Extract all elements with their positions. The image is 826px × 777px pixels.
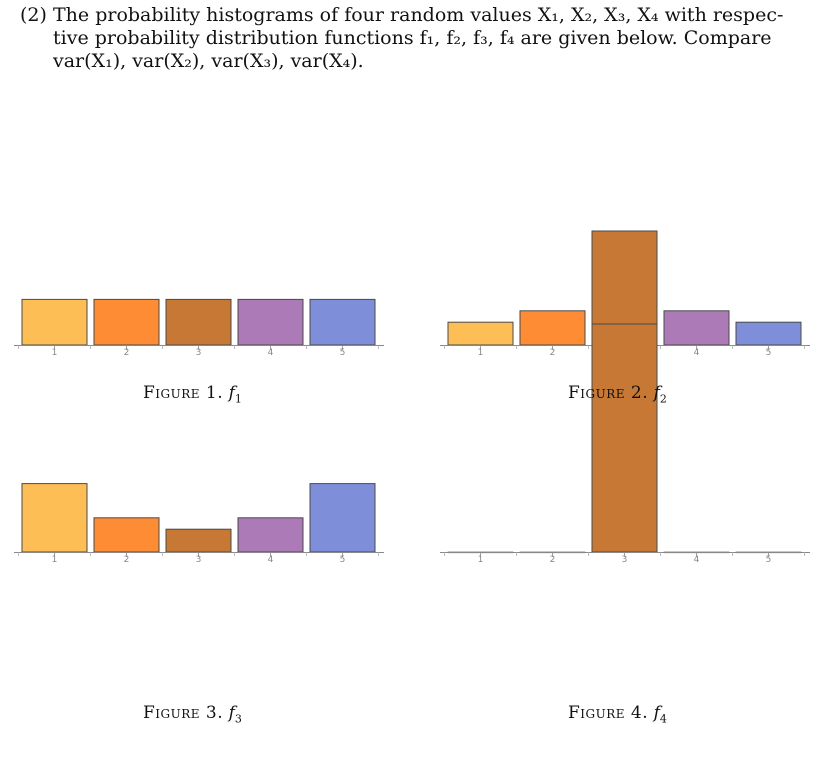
problem-line-3: var(X₁), var(X₂), var(X₃), var(X₄). — [53, 50, 364, 72]
figure-1-caption-sub: 1 — [234, 392, 242, 406]
histogram-svg: 1 2 3 4 5 — [440, 323, 810, 565]
histogram-bar-2 — [93, 298, 160, 346]
x-tick-label-5: 5 — [766, 348, 772, 358]
histogram-bar-4 — [237, 517, 304, 553]
histogram-svg: 1 2 3 4 5 — [14, 298, 384, 358]
x-tick-label-2: 2 — [550, 555, 556, 565]
histogram-bar-1 — [21, 298, 88, 346]
figure-2-caption-label: Figure 2. — [568, 383, 649, 403]
x-tick-label-1: 1 — [478, 348, 484, 358]
x-tick-label-5: 5 — [766, 555, 772, 565]
figure-2-caption-sub: 2 — [659, 392, 667, 406]
histogram-bar-1 — [447, 321, 514, 346]
problem-line-1: The probability histograms of four rando… — [53, 4, 784, 26]
histogram-bar-3 — [165, 528, 232, 553]
histogram-svg: 1 2 3 4 5 — [14, 483, 384, 565]
figure-4-caption: Figure 4. f4 — [568, 703, 667, 725]
x-tick-label-1: 1 — [52, 555, 58, 565]
x-tick-label-3: 3 — [196, 348, 202, 358]
figure-4-caption-sub: 4 — [659, 712, 667, 726]
histogram-bar-4 — [237, 298, 304, 346]
figure-3-caption: Figure 3. f3 — [143, 703, 242, 725]
histogram-bar-5 — [735, 321, 802, 346]
x-tick-label-2: 2 — [550, 348, 556, 358]
histogram-bar-2 — [93, 517, 160, 553]
figure-3-caption-label: Figure 3. — [143, 703, 224, 723]
figure-3-caption-func: f — [228, 703, 235, 723]
histogram-bar-4 — [663, 310, 730, 346]
x-tick-label-4: 4 — [694, 348, 700, 358]
problem-line-2: tive probability distribution functions … — [53, 27, 772, 49]
x-tick-label-5: 5 — [340, 348, 346, 358]
histogram-figure-3: 1 2 3 4 5 — [14, 437, 386, 572]
x-tick-label-4: 4 — [268, 555, 274, 565]
figure-4-caption-label: Figure 4. — [568, 703, 649, 723]
x-tick-label-4: 4 — [694, 555, 700, 565]
histogram-figure-4: 1 2 3 4 5 — [440, 323, 812, 572]
figure-2-caption-func: f — [653, 383, 660, 403]
histogram-bar-3 — [165, 298, 232, 346]
histogram-bar-5 — [309, 483, 376, 553]
histogram-figure-1: 1 2 3 4 5 — [14, 230, 386, 365]
figure-1-caption-label: Figure 1. — [143, 383, 224, 403]
x-tick-label-5: 5 — [340, 555, 346, 565]
x-tick-label-3: 3 — [196, 555, 202, 565]
histogram-bar-1 — [21, 483, 88, 553]
figure-4-caption-func: f — [653, 703, 660, 723]
figure-1-caption: Figure 1. f1 — [143, 383, 242, 405]
x-tick-label-1: 1 — [478, 555, 484, 565]
figure-3-caption-sub: 3 — [234, 712, 242, 726]
x-tick-label-2: 2 — [124, 555, 130, 565]
x-tick-label-2: 2 — [124, 348, 130, 358]
figure-1-caption-func: f — [228, 383, 235, 403]
x-tick-label-4: 4 — [268, 348, 274, 358]
histogram-bar-2 — [519, 310, 586, 346]
problem-number: (2) — [20, 4, 47, 26]
histogram-bar-5 — [309, 298, 376, 346]
figure-2-caption: Figure 2. f2 — [568, 383, 667, 405]
histogram-bar-3 — [591, 323, 658, 553]
x-tick-label-1: 1 — [52, 348, 58, 358]
x-tick-label-3: 3 — [622, 555, 628, 565]
